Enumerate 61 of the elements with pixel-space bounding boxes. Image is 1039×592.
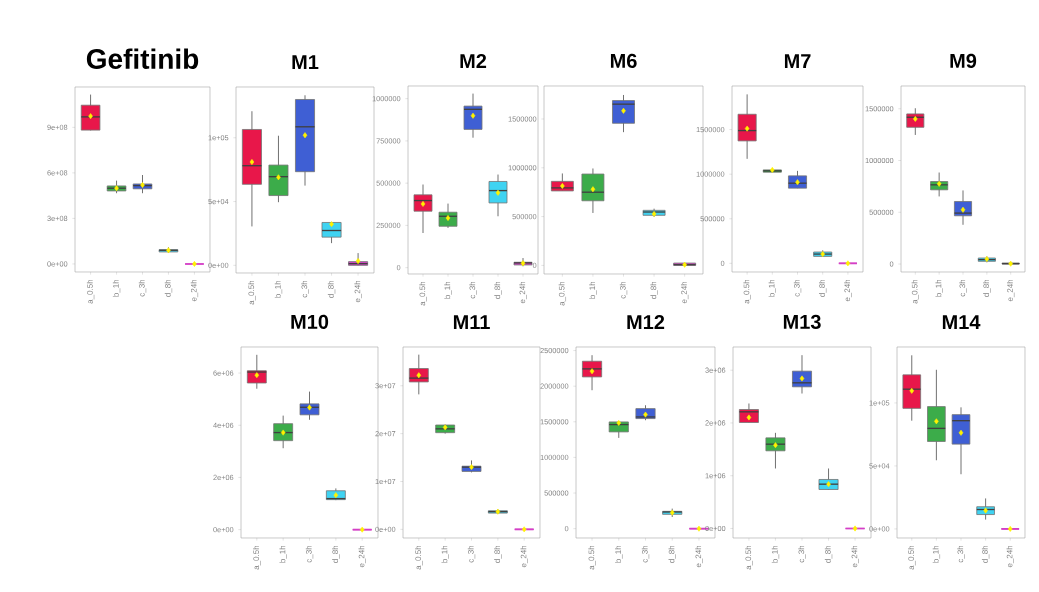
x-tick-label: e_24h (519, 281, 527, 304)
x-tick-label: c_3h (305, 545, 314, 563)
x-tick-label: b_1h (444, 281, 452, 299)
chart-title: M2 (460, 53, 487, 68)
x-tick-label: a_0.5h (558, 281, 567, 306)
x-tick-label: d_8h (164, 279, 173, 297)
x-tick-label: d_8h (494, 281, 502, 299)
x-tick-label: c_3h (469, 281, 477, 299)
chart-title: M13 (783, 314, 821, 329)
x-tick-label: b_1h (274, 280, 283, 298)
x-tick-label: a_0.5h (908, 545, 916, 570)
x-tick-label: e_24h (358, 545, 366, 568)
chart-title: M10 (291, 314, 329, 329)
x-tick-label: b_1h (615, 545, 623, 563)
x-tick-label: b_1h (279, 545, 287, 563)
x-tick-label: c_3h (641, 545, 650, 563)
x-tick-label: e_24h (520, 545, 528, 568)
x-tick-label: e_24h (1006, 279, 1015, 302)
x-tick-label: e_24h (680, 281, 689, 304)
chart-title: M9 (950, 53, 977, 68)
x-tick-label: d_8h (983, 279, 991, 297)
x-tick-label: d_8h (494, 545, 502, 563)
x-tick-label: d_8h (332, 545, 340, 563)
x-tick-label: a_0.5h (745, 545, 753, 570)
x-tick-label: d_8h (818, 279, 827, 297)
x-tick-label: a_0.5h (911, 279, 919, 304)
chart-title: M14 (942, 315, 981, 329)
x-tick-label: c_3h (959, 279, 967, 297)
x-tick-label: e_24h (1006, 545, 1014, 568)
x-tick-label: b_1h (935, 279, 943, 297)
chart-title: M1 (292, 55, 319, 69)
x-tick-label: c_3h (301, 280, 309, 298)
x-tick-label: e_24h (354, 280, 362, 303)
chart-title: Gefitinib (86, 48, 199, 69)
x-tick-label: c_3h (957, 545, 965, 563)
chart-title: M6 (610, 53, 637, 68)
chart-title: M11 (453, 315, 490, 329)
x-tick-label: c_3h (798, 545, 806, 563)
x-tick-label: e_24h (695, 545, 703, 568)
x-tick-label: a_0.5h (253, 545, 261, 570)
x-tick-label: a_0.5h (588, 545, 596, 570)
x-tick-label: d_8h (650, 281, 658, 299)
x-tick-label: b_1h (768, 279, 776, 297)
x-tick-label: e_24h (844, 279, 852, 302)
x-tick-label: b_1h (771, 545, 780, 563)
x-tick-label: a_0.5h (419, 281, 427, 306)
x-tick-label: d_8h (668, 545, 676, 563)
chart-title: M7 (784, 54, 811, 68)
x-tick-label: c_3h (138, 279, 147, 297)
x-tick-label: e_24h (851, 545, 859, 568)
x-tick-label: e_24h (190, 279, 199, 302)
x-tick-label: a_0.5h (248, 280, 256, 305)
x-tick-label: a_0.5h (415, 545, 423, 570)
x-tick-label: c_3h (467, 545, 476, 563)
chart-title: M12 (627, 314, 665, 329)
x-tick-label: b_1h (932, 545, 941, 563)
x-tick-label: c_3h (793, 279, 802, 297)
x-tick-label: b_1h (441, 545, 449, 563)
x-tick-label: c_3h (619, 281, 628, 299)
x-tick-label: b_1h (589, 281, 597, 299)
x-tick-label: a_0.5h (743, 279, 751, 304)
